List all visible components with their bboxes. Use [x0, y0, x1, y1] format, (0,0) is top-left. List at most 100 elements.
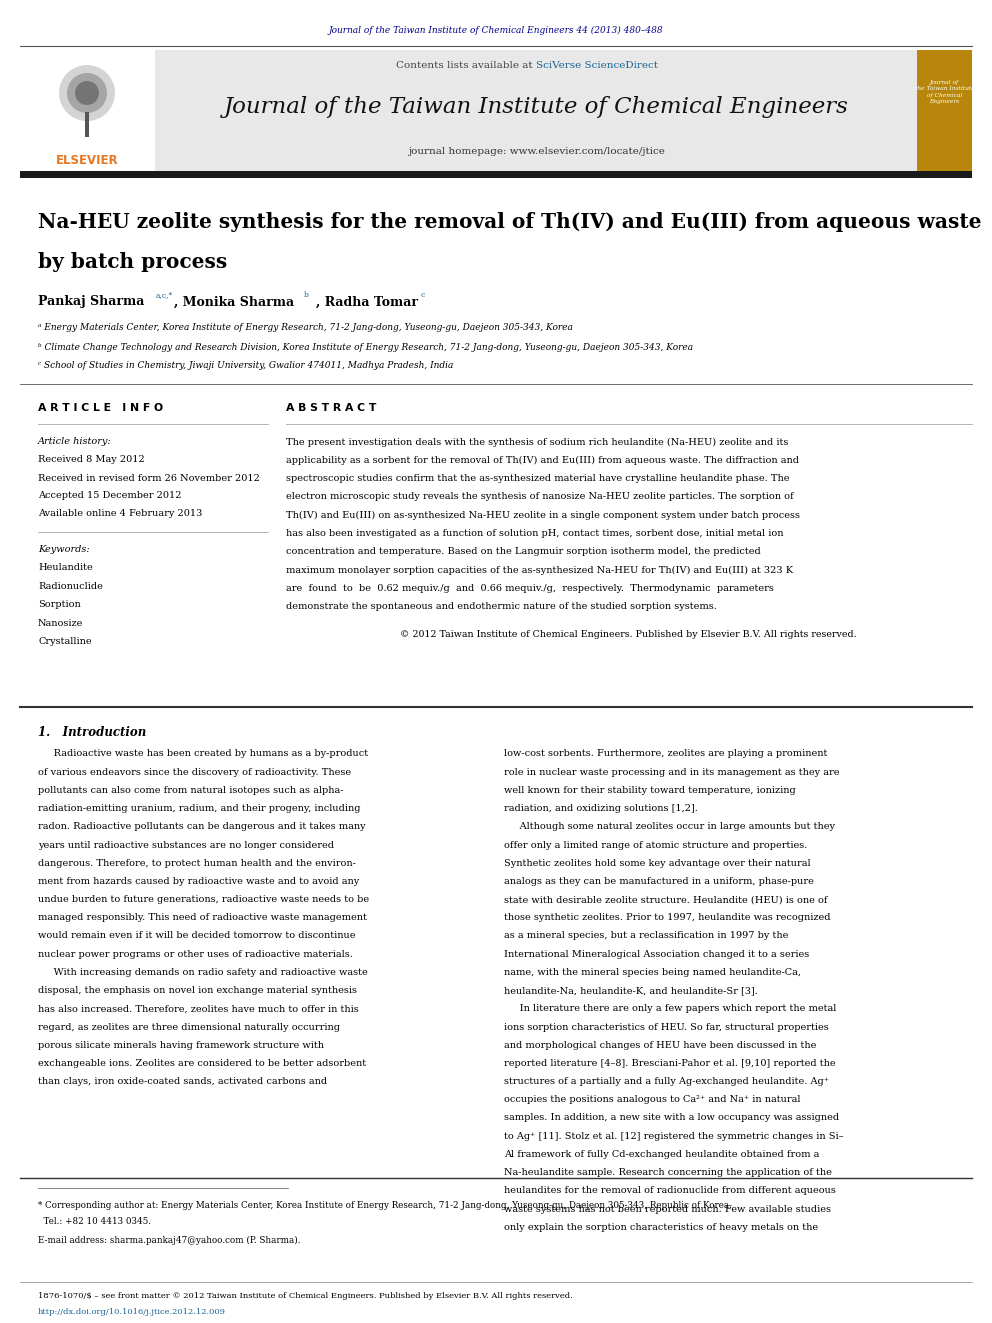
Text: structures of a partially and a fully Ag-exchanged heulandite. Ag⁺: structures of a partially and a fully Ag…: [504, 1077, 829, 1086]
Text: offer only a limited range of atomic structure and properties.: offer only a limited range of atomic str…: [504, 840, 807, 849]
Text: Radionuclide: Radionuclide: [38, 582, 103, 591]
Text: With increasing demands on radio safety and radioactive waste: With increasing demands on radio safety …: [38, 968, 368, 976]
Text: state with desirable zeolite structure. Heulandite (HEU) is one of: state with desirable zeolite structure. …: [504, 896, 827, 904]
Text: waste systems has not been reported much. Few available studies: waste systems has not been reported much…: [504, 1204, 831, 1213]
Text: c: c: [421, 291, 426, 299]
Text: Journal of the Taiwan Institute of Chemical Engineers: Journal of the Taiwan Institute of Chemi…: [223, 97, 848, 118]
Text: pollutants can also come from natural isotopes such as alpha-: pollutants can also come from natural is…: [38, 786, 343, 795]
Text: Nanosize: Nanosize: [38, 619, 83, 628]
Text: In literature there are only a few papers which report the metal: In literature there are only a few paper…: [504, 1004, 836, 1013]
Text: would remain even if it will be decided tomorrow to discontinue: would remain even if it will be decided …: [38, 931, 355, 941]
Text: well known for their stability toward temperature, ionizing: well known for their stability toward te…: [504, 786, 796, 795]
Text: and morphological changes of HEU have been discussed in the: and morphological changes of HEU have be…: [504, 1041, 816, 1049]
Text: ᵇ Climate Change Technology and Research Division, Korea Institute of Energy Res: ᵇ Climate Change Technology and Research…: [38, 343, 693, 352]
Text: ions sorption characteristics of HEU. So far, structural properties: ions sorption characteristics of HEU. So…: [504, 1023, 828, 1032]
Text: occupies the positions analogous to Ca²⁺ and Na⁺ in natural: occupies the positions analogous to Ca²⁺…: [504, 1095, 801, 1105]
Circle shape: [67, 73, 107, 112]
Text: than clays, iron oxide-coated sands, activated carbons and: than clays, iron oxide-coated sands, act…: [38, 1077, 327, 1086]
Text: has also increased. Therefore, zeolites have much to offer in this: has also increased. Therefore, zeolites …: [38, 1004, 359, 1013]
Text: name, with the mineral species being named heulandite-Ca,: name, with the mineral species being nam…: [504, 968, 801, 976]
Text: Heulandite: Heulandite: [38, 564, 92, 573]
Text: samples. In addition, a new site with a low occupancy was assigned: samples. In addition, a new site with a …: [504, 1114, 839, 1122]
Bar: [20, 50, 972, 172]
Text: SciVerse ScienceDirect: SciVerse ScienceDirect: [536, 61, 658, 70]
Text: Journal of
the Taiwan Institute
of Chemical
Engineers: Journal of the Taiwan Institute of Chemi…: [915, 79, 974, 105]
Text: heulandites for the removal of radionuclide from different aqueous: heulandites for the removal of radionucl…: [504, 1187, 836, 1195]
Bar: [20, 171, 972, 179]
Text: by batch process: by batch process: [38, 251, 227, 273]
Circle shape: [59, 65, 115, 120]
Text: years until radioactive substances are no longer considered: years until radioactive substances are n…: [38, 840, 334, 849]
Bar: [917, 50, 972, 172]
Text: ᵃ Energy Materials Center, Korea Institute of Energy Research, 71-2 Jang-dong, Y: ᵃ Energy Materials Center, Korea Institu…: [38, 324, 572, 332]
Text: Na-HEU zeolite synthesis for the removal of Th(IV) and Eu(III) from aqueous wast: Na-HEU zeolite synthesis for the removal…: [38, 212, 981, 232]
Bar: [85, 112, 89, 138]
Text: b: b: [304, 291, 309, 299]
Text: Al framework of fully Cd-exchanged heulandite obtained from a: Al framework of fully Cd-exchanged heula…: [504, 1150, 819, 1159]
Text: concentration and temperature. Based on the Langmuir sorption isotherm model, th: concentration and temperature. Based on …: [286, 548, 761, 556]
Text: Accepted 15 December 2012: Accepted 15 December 2012: [38, 492, 182, 500]
Text: Radioactive waste has been created by humans as a by-product: Radioactive waste has been created by hu…: [38, 750, 368, 758]
Text: as a mineral species, but a reclassification in 1997 by the: as a mineral species, but a reclassifica…: [504, 931, 789, 941]
Text: disposal, the emphasis on novel ion exchange material synthesis: disposal, the emphasis on novel ion exch…: [38, 986, 357, 995]
Text: those synthetic zeolites. Prior to 1997, heulandite was recognized: those synthetic zeolites. Prior to 1997,…: [504, 913, 830, 922]
Text: 1.   Introduction: 1. Introduction: [38, 725, 146, 738]
Text: Tel.: +82 10 4413 0345.: Tel.: +82 10 4413 0345.: [38, 1217, 151, 1226]
Text: Article history:: Article history:: [38, 438, 112, 446]
Text: radon. Radioactive pollutants can be dangerous and it takes many: radon. Radioactive pollutants can be dan…: [38, 823, 366, 831]
Text: low-cost sorbents. Furthermore, zeolites are playing a prominent: low-cost sorbents. Furthermore, zeolites…: [504, 750, 827, 758]
Text: radiation, and oxidizing solutions [1,2].: radiation, and oxidizing solutions [1,2]…: [504, 804, 698, 814]
Text: A B S T R A C T: A B S T R A C T: [286, 404, 376, 413]
Text: undue burden to future generations, radioactive waste needs to be: undue burden to future generations, radi…: [38, 896, 369, 904]
Text: Contents lists available at: Contents lists available at: [396, 61, 536, 70]
Text: Although some natural zeolites occur in large amounts but they: Although some natural zeolites occur in …: [504, 823, 835, 831]
Text: nuclear power programs or other uses of radioactive materials.: nuclear power programs or other uses of …: [38, 950, 353, 959]
Text: demonstrate the spontaneous and endothermic nature of the studied sorption syste: demonstrate the spontaneous and endother…: [286, 602, 717, 611]
Text: exchangeable ions. Zeolites are considered to be better adsorbent: exchangeable ions. Zeolites are consider…: [38, 1058, 366, 1068]
Text: Available online 4 February 2013: Available online 4 February 2013: [38, 509, 202, 519]
Text: Received in revised form 26 November 2012: Received in revised form 26 November 201…: [38, 474, 260, 483]
Text: spectroscopic studies confirm that the as-synthesized material have crystalline : spectroscopic studies confirm that the a…: [286, 474, 790, 483]
Text: a,c,*: a,c,*: [156, 291, 174, 299]
Text: The present investigation deals with the synthesis of sodium rich heulandite (Na: The present investigation deals with the…: [286, 438, 789, 447]
Text: 1876-1070/$ – see front matter © 2012 Taiwan Institute of Chemical Engineers. Pu: 1876-1070/$ – see front matter © 2012 Ta…: [38, 1293, 572, 1301]
Text: Na-heulandite sample. Research concerning the application of the: Na-heulandite sample. Research concernin…: [504, 1168, 832, 1177]
Text: A R T I C L E   I N F O: A R T I C L E I N F O: [38, 404, 163, 413]
Text: porous silicate minerals having framework structure with: porous silicate minerals having framewor…: [38, 1041, 324, 1049]
Text: © 2012 Taiwan Institute of Chemical Engineers. Published by Elsevier B.V. All ri: © 2012 Taiwan Institute of Chemical Engi…: [400, 631, 856, 639]
Text: Journal of the Taiwan Institute of Chemical Engineers 44 (2013) 480–488: Journal of the Taiwan Institute of Chemi…: [328, 25, 664, 34]
Text: managed responsibly. This need of radioactive waste management: managed responsibly. This need of radioa…: [38, 913, 367, 922]
Text: * Corresponding author at: Energy Materials Center, Korea Institute of Energy Re: * Corresponding author at: Energy Materi…: [38, 1200, 732, 1209]
Text: http://dx.doi.org/10.1016/j.jtice.2012.12.009: http://dx.doi.org/10.1016/j.jtice.2012.1…: [38, 1308, 226, 1316]
Text: Received 8 May 2012: Received 8 May 2012: [38, 455, 145, 464]
Text: are  found  to  be  0.62 mequiv./g  and  0.66 mequiv./g,  respectively.  Thermod: are found to be 0.62 mequiv./g and 0.66 …: [286, 583, 774, 593]
Text: ment from hazards caused by radioactive waste and to avoid any: ment from hazards caused by radioactive …: [38, 877, 359, 886]
Text: ELSEVIER: ELSEVIER: [56, 153, 118, 167]
Text: E-mail address: sharma.pankaj47@yahoo.com (P. Sharma).: E-mail address: sharma.pankaj47@yahoo.co…: [38, 1236, 301, 1245]
Bar: [20, 50, 155, 172]
Text: has also been investigated as a function of solution pH, contact times, sorbent : has also been investigated as a function…: [286, 529, 784, 538]
Text: applicability as a sorbent for the removal of Th(IV) and Eu(III) from aqueous wa: applicability as a sorbent for the remov…: [286, 455, 799, 464]
Text: radiation-emitting uranium, radium, and their progeny, including: radiation-emitting uranium, radium, and …: [38, 804, 360, 814]
Text: , Monika Sharma: , Monika Sharma: [174, 295, 294, 308]
Text: Keywords:: Keywords:: [38, 545, 89, 554]
Text: to Ag⁺ [11]. Stolz et al. [12] registered the symmetric changes in Si–: to Ag⁺ [11]. Stolz et al. [12] registere…: [504, 1131, 843, 1140]
Text: , Radha Tomar: , Radha Tomar: [316, 295, 418, 308]
Text: analogs as they can be manufactured in a uniform, phase-pure: analogs as they can be manufactured in a…: [504, 877, 813, 886]
Text: reported literature [4–8]. Bresciani-Pahor et al. [9,10] reported the: reported literature [4–8]. Bresciani-Pah…: [504, 1058, 835, 1068]
Text: maximum monolayer sorption capacities of the as-synthesized Na-HEU for Th(IV) an: maximum monolayer sorption capacities of…: [286, 565, 794, 574]
Text: regard, as zeolites are three dimensional naturally occurring: regard, as zeolites are three dimensiona…: [38, 1023, 340, 1032]
Text: International Mineralogical Association changed it to a series: International Mineralogical Association …: [504, 950, 809, 959]
Text: ᶜ School of Studies in Chemistry, Jiwaji University, Gwalior 474011, Madhya Prad: ᶜ School of Studies in Chemistry, Jiwaji…: [38, 361, 453, 370]
Text: only explain the sorption characteristics of heavy metals on the: only explain the sorption characteristic…: [504, 1222, 818, 1232]
Text: Pankaj Sharma: Pankaj Sharma: [38, 295, 145, 308]
Text: dangerous. Therefore, to protect human health and the environ-: dangerous. Therefore, to protect human h…: [38, 859, 356, 868]
Text: heulandite-Na, heulandite-K, and heulandite-Sr [3].: heulandite-Na, heulandite-K, and heuland…: [504, 986, 758, 995]
Text: journal homepage: www.elsevier.com/locate/jtice: journal homepage: www.elsevier.com/locat…: [408, 147, 665, 156]
Text: Crystalline: Crystalline: [38, 638, 91, 647]
Text: electron microscopic study reveals the synthesis of nanosize Na-HEU zeolite part: electron microscopic study reveals the s…: [286, 492, 794, 501]
Text: role in nuclear waste processing and in its management as they are: role in nuclear waste processing and in …: [504, 767, 839, 777]
Text: Sorption: Sorption: [38, 601, 80, 610]
Circle shape: [75, 81, 99, 105]
Text: Synthetic zeolites hold some key advantage over their natural: Synthetic zeolites hold some key advanta…: [504, 859, 810, 868]
